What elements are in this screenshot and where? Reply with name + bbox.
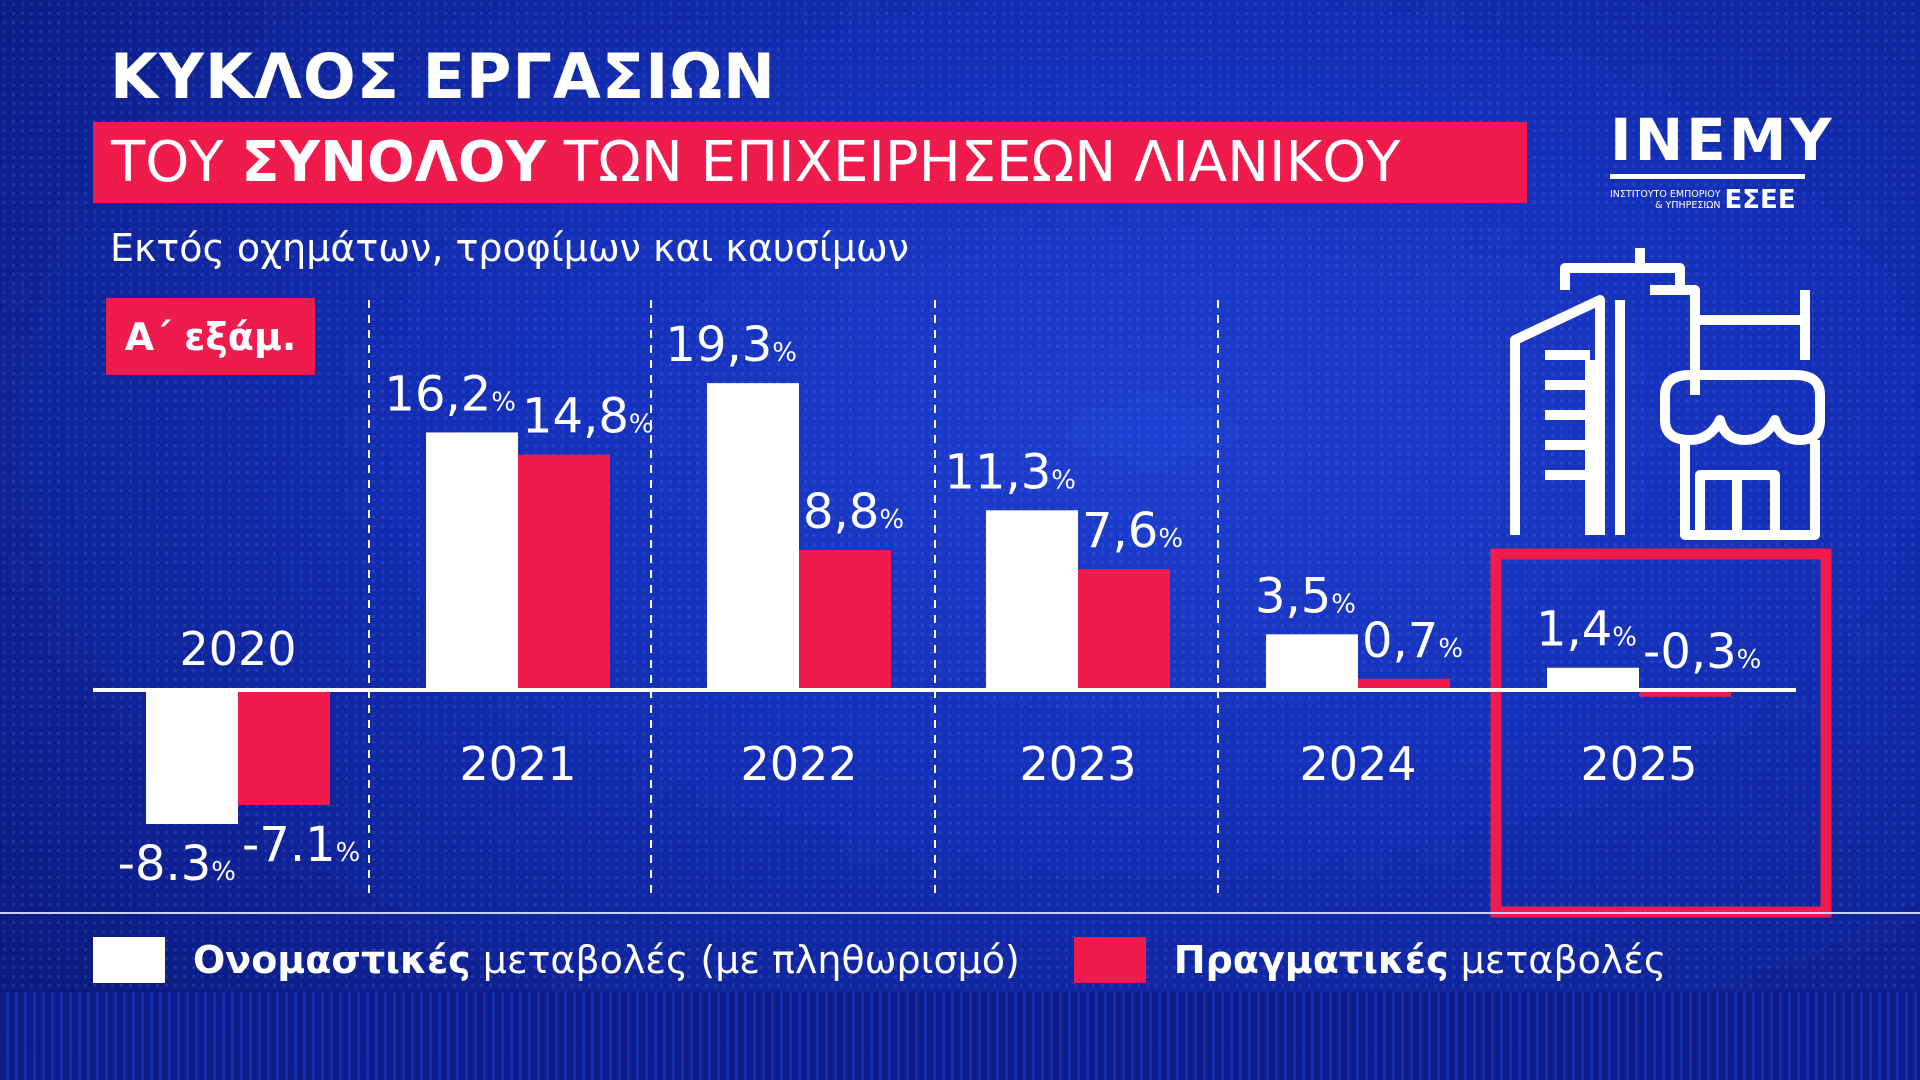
bar-2023-real <box>1078 569 1170 690</box>
period-badge: Α΄ εξάμ. <box>106 298 315 375</box>
legend-nominal-bold: Ονομαστικές <box>193 938 471 982</box>
bar-2024-real <box>1358 678 1450 690</box>
bar-2025-nominal <box>1547 667 1639 690</box>
bar-2023-nominal <box>986 510 1078 690</box>
logo-line2: & ΥΠΗΡΕΣΙΩΝ <box>1655 200 1721 211</box>
x-tick-label-2025: 2025 <box>1580 737 1697 791</box>
legend-swatch-real <box>1073 937 1146 983</box>
logo-org: ΕΣΕΕ <box>1724 185 1796 215</box>
x-tick-label-2020: 2020 <box>179 622 296 676</box>
logo-rule <box>1610 174 1805 179</box>
bar-2024-nominal <box>1266 634 1358 690</box>
legend-swatch-nominal <box>93 937 165 983</box>
data-label-2023-real: 7,6% <box>1082 503 1183 559</box>
bar-2022-real <box>799 550 891 690</box>
data-label-2024-nominal: 3,5% <box>1255 568 1356 624</box>
bar-2020-nominal <box>146 692 238 824</box>
bottom-strip <box>0 992 1920 1080</box>
bar-2021-nominal <box>426 432 518 690</box>
bar-2020-real <box>238 692 330 805</box>
chart-title: ΚΥΚΛΟΣ ΕΡΓΑΣΙΩΝ <box>110 40 776 113</box>
data-label-2020-real: -7.1% <box>242 817 360 873</box>
data-label-2022-nominal: 19,3% <box>665 317 797 373</box>
title-band: ΤΟΥ ΣΥΝΟΛΟΥ ΤΩΝ ΕΠΙΧΕΙΡΗΣΕΩΝ ΛΙΑΝΙΚΟΥ <box>93 122 1527 203</box>
bar-2022-nominal <box>707 383 799 690</box>
band-text: ΤΟΥ <box>111 130 242 195</box>
bar-2025-real <box>1639 692 1731 697</box>
legend-real-bold: Πραγματικές <box>1173 938 1449 982</box>
subtitle: Εκτός οχημάτων, τροφίμων και καυσίμων <box>110 226 909 270</box>
data-label-2021-nominal: 16,2% <box>384 366 516 422</box>
data-label-2025-real: -0,3% <box>1643 624 1761 680</box>
buildings-store-icon <box>1510 248 1825 540</box>
data-label-2022-real: 8,8% <box>803 484 904 540</box>
logo-name: INEMY <box>1610 106 1835 174</box>
logo-line1: ΙΝΣΤΙΤΟΥΤΟ ΕΜΠΟΡΙΟΥ <box>1610 189 1721 200</box>
x-tick-label-2023: 2023 <box>1019 737 1136 791</box>
data-label-2025-nominal: 1,4% <box>1536 602 1637 658</box>
x-tick-label-2024: 2024 <box>1299 737 1416 791</box>
x-tick-label-2022: 2022 <box>740 737 857 791</box>
legend-nominal-text: μεταβολές (με πληθωρισμό) <box>470 938 1020 982</box>
band-text-rest: ΤΩΝ ΕΠΙΧΕΙΡΗΣΕΩΝ ΛΙΑΝΙΚΟΥ <box>546 130 1401 195</box>
x-tick-label-2021: 2021 <box>459 737 576 791</box>
data-label-2020-nominal: -8.3% <box>118 836 236 892</box>
bar-2021-real <box>518 454 610 690</box>
data-label-2024-real: 0,7% <box>1362 613 1463 669</box>
data-label-2021-real: 14,8% <box>522 389 654 445</box>
legend: Ονομαστικές μεταβολές (με πληθωρισμό) Πρ… <box>93 937 1666 983</box>
inemy-logo: INEMY ΙΝΣΤΙΤΟΥΤΟ ΕΜΠΟΡΙΟΥ & ΥΠΗΡΕΣΙΩΝ ΕΣΕΕ <box>1610 106 1835 215</box>
data-label-2023-nominal: 11,3% <box>944 444 1076 500</box>
band-bold: ΣΥΝΟΛΟΥ <box>241 130 547 195</box>
legend-real-text: μεταβολές <box>1448 938 1667 982</box>
